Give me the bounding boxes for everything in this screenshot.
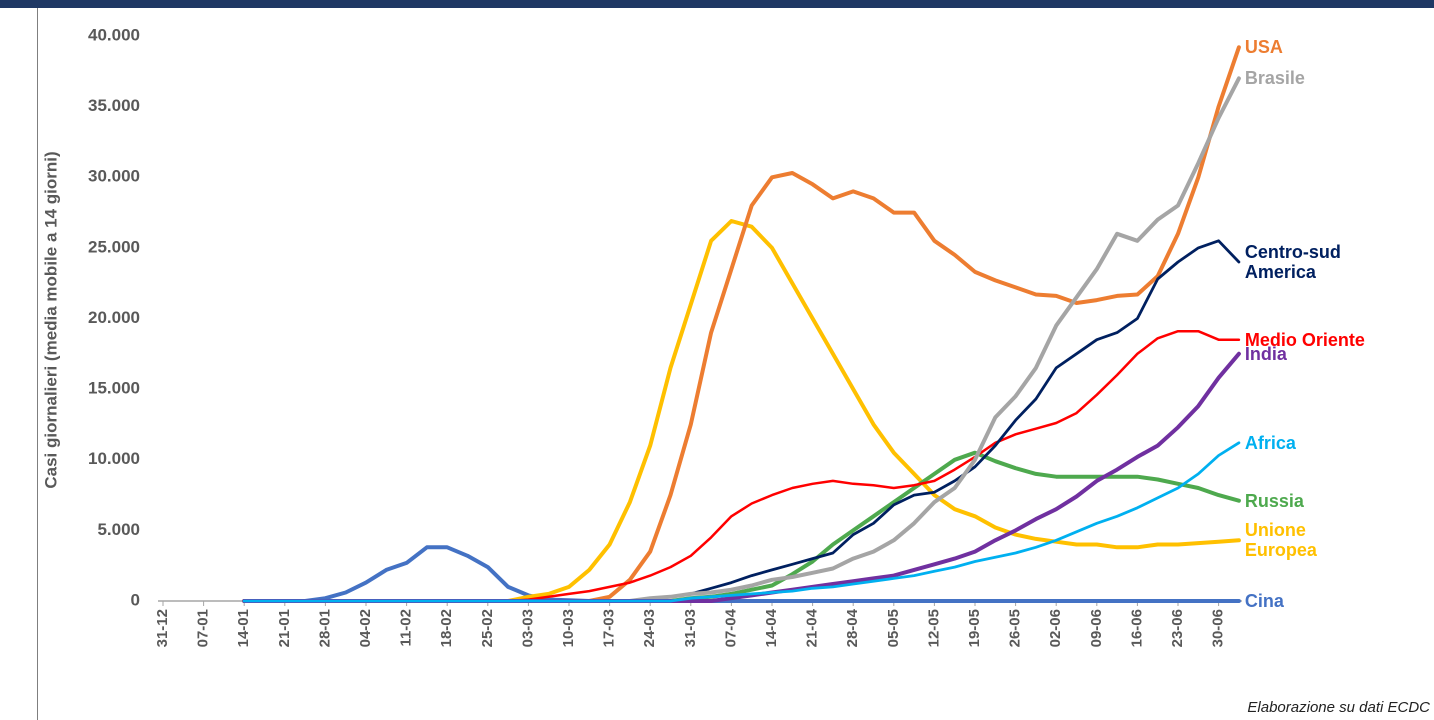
- series-line: [242, 329, 1241, 603]
- x-tick-label: 14-04: [763, 608, 780, 647]
- y-axis-label: Casi giornalieri (media mobile a 14 gior…: [41, 151, 60, 488]
- x-tick-label: 21-01: [276, 609, 293, 647]
- series-line: [242, 239, 1241, 603]
- top-bar: [0, 0, 1434, 8]
- x-tick-label: 25-02: [479, 609, 496, 647]
- series-label: Medio Oriente: [1244, 329, 1365, 350]
- x-tick-label: 17-03: [601, 609, 618, 647]
- x-tick-label: 21-04: [804, 608, 821, 647]
- x-tick-label: 24-03: [641, 609, 658, 647]
- y-tick-label: 15.000: [88, 379, 140, 398]
- x-tick-label: 11-02: [398, 609, 415, 647]
- y-tick-label: 30.000: [88, 167, 140, 186]
- series-label: Brasile: [1244, 68, 1305, 89]
- series-label: USA: [1244, 37, 1283, 58]
- x-tick-label: 12-05: [925, 609, 942, 647]
- x-tick-label: 02-06: [1047, 609, 1064, 647]
- series-label: Centro-sud America: [1244, 242, 1341, 282]
- x-tick-label: 28-01: [316, 609, 333, 647]
- x-tick-label: 26-05: [1007, 609, 1024, 647]
- series-line: [242, 545, 1241, 603]
- x-tick-label: 04-02: [357, 609, 374, 647]
- series-label: Unione Europea: [1244, 520, 1317, 561]
- y-tick-label: 10.000: [88, 449, 140, 468]
- frame-rule: [37, 8, 38, 720]
- source-note: Elaborazione su dati ECDC: [1247, 699, 1430, 716]
- x-tick-label: 30-06: [1210, 609, 1227, 647]
- series-line: [242, 441, 1241, 603]
- x-tick-label: 14-01: [235, 609, 252, 647]
- series-label: Africa: [1244, 432, 1296, 453]
- x-tick-label: 31-12: [154, 609, 171, 647]
- x-tick-label: 07-04: [722, 608, 739, 647]
- x-tick-label: 23-06: [1169, 609, 1186, 647]
- x-tick-label: 18-02: [438, 609, 455, 647]
- series-label: Cina: [1244, 591, 1284, 611]
- y-tick-label: 20.000: [88, 308, 140, 327]
- series-line: [242, 45, 1241, 603]
- y-tick-label: 35.000: [88, 96, 140, 115]
- x-tick-label: 19-05: [966, 609, 983, 647]
- x-tick-label: 05-05: [885, 609, 902, 647]
- series-label: India: [1244, 343, 1287, 364]
- series-label: Russia: [1244, 490, 1304, 511]
- x-tick-label: 03-03: [519, 609, 536, 647]
- y-tick-label: 0: [131, 590, 140, 609]
- x-tick-label: 16-06: [1128, 609, 1145, 647]
- x-tick-label: 09-06: [1088, 609, 1105, 647]
- y-tick-label: 40.000: [88, 25, 140, 44]
- y-tick-label: 25.000: [88, 237, 140, 256]
- series-line: [242, 76, 1241, 603]
- x-tick-label: 10-03: [560, 609, 577, 647]
- x-tick-label: 28-04: [844, 608, 861, 647]
- x-tick-label: 31-03: [682, 609, 699, 647]
- y-tick-label: 5.000: [97, 520, 140, 539]
- x-tick-label: 07-01: [195, 609, 212, 647]
